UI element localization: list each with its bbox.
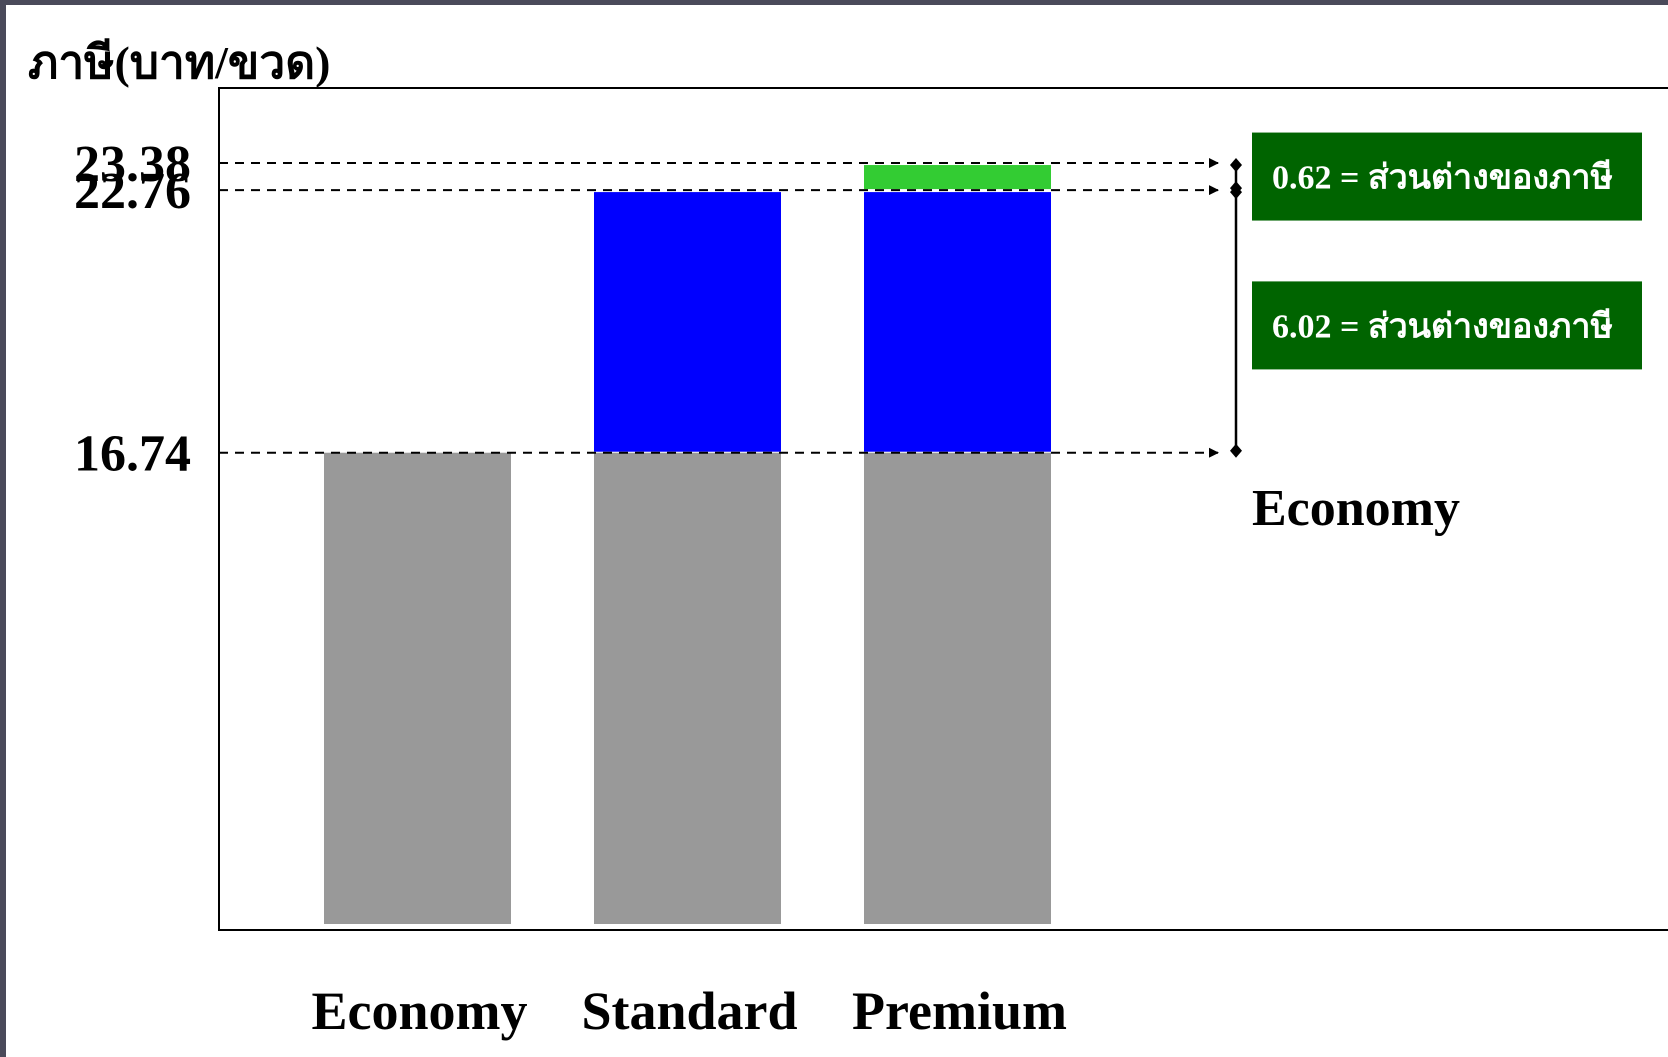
bar-premium-segment-2 (864, 165, 1051, 190)
guides-layer (219, 158, 1219, 458)
window-frame-left (0, 0, 6, 1057)
bar-premium-segment-1 (864, 192, 1051, 452)
bar-economy-segment-0 (324, 452, 511, 924)
y-tick-label-0: 23.38 (74, 136, 191, 193)
x-categories-layer: Economy Standard Premium (312, 981, 1067, 1041)
bars-layer (324, 165, 1051, 924)
x-category-label-premium: Premium (852, 981, 1067, 1041)
annotation-text-1: 6.02 = ส่วนต่างของภาษี (1272, 307, 1613, 345)
bracket-cap-1-0 (1230, 185, 1242, 200)
y-axis-label: ภาษี(บาท/ขวด) (28, 37, 330, 88)
bracket-cap-0-0 (1230, 158, 1242, 173)
bar-standard-segment-0 (594, 452, 781, 924)
annotation-box-0 (1252, 132, 1642, 221)
annotations-layer: 0.62 = ส่วนต่างของภาษี 6.02 = ส่วนต่างของ… (1230, 132, 1642, 458)
window-frame-top (0, 0, 1668, 5)
annotation-box-1 (1252, 281, 1642, 370)
x-category-label-economy: Economy (312, 981, 528, 1041)
bracket-cap-1-1 (1230, 443, 1242, 458)
bar-standard-segment-1 (594, 192, 781, 452)
y-tick-label-2: 16.74 (74, 426, 191, 483)
x-category-label-standard: Standard (581, 981, 797, 1041)
plot-area-frame (218, 87, 1668, 931)
y-tick-label-1: 22.76 (74, 163, 191, 220)
bar-premium-segment-0 (864, 452, 1051, 924)
annotation-text-0: 0.62 = ส่วนต่างของภาษี (1272, 159, 1613, 197)
side-label-economy: Economy (1252, 480, 1460, 537)
